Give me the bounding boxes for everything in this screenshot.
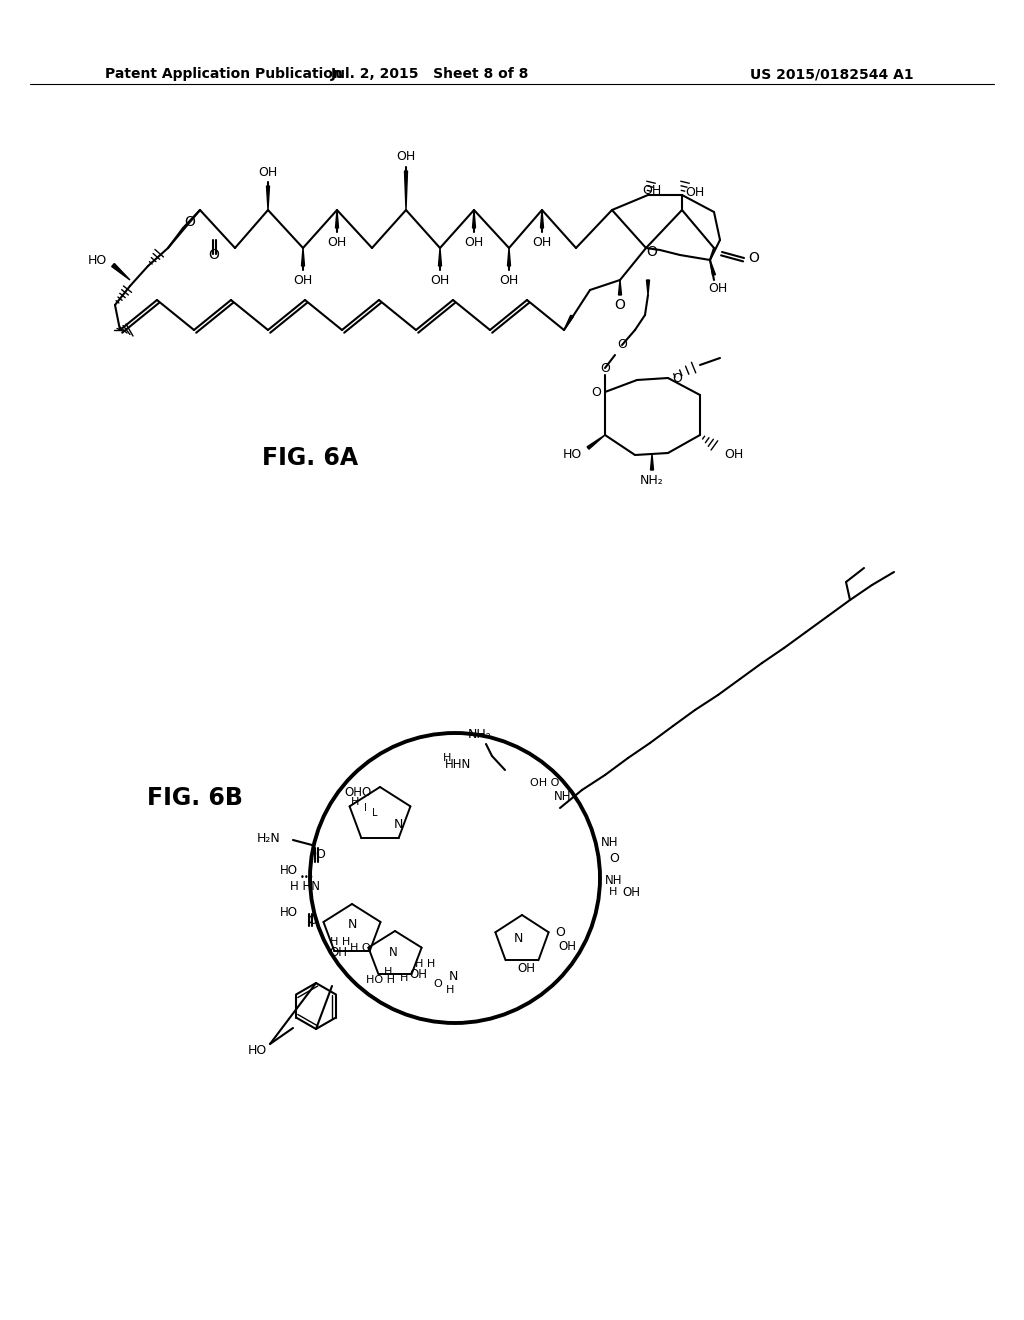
Text: H H: H H	[415, 960, 435, 969]
Text: O: O	[307, 913, 317, 927]
Text: H: H	[351, 797, 359, 807]
Text: US 2015/0182544 A1: US 2015/0182544 A1	[750, 67, 913, 81]
Text: OH: OH	[329, 945, 347, 958]
Text: O: O	[184, 215, 196, 228]
Text: H: H	[399, 973, 409, 983]
Text: •••: •••	[300, 873, 314, 882]
Text: OH: OH	[500, 273, 518, 286]
Text: O: O	[614, 298, 626, 312]
Polygon shape	[438, 248, 441, 267]
Text: HO: HO	[280, 863, 298, 876]
Text: HO: HO	[563, 449, 582, 462]
Text: H: H	[609, 887, 617, 898]
Text: OH: OH	[258, 165, 278, 178]
Text: OH: OH	[293, 273, 312, 286]
Text: HO: HO	[88, 253, 106, 267]
Polygon shape	[404, 172, 408, 210]
Text: N: N	[347, 919, 356, 932]
Polygon shape	[618, 280, 622, 294]
Text: FIG. 6A: FIG. 6A	[262, 446, 358, 470]
Text: H: H	[384, 968, 392, 977]
Text: OH: OH	[642, 183, 662, 197]
Text: O: O	[209, 248, 219, 261]
Text: O: O	[609, 851, 618, 865]
Polygon shape	[508, 248, 511, 267]
Text: O: O	[748, 251, 759, 265]
Text: O: O	[672, 371, 682, 384]
Text: N: N	[393, 818, 402, 832]
Text: OH: OH	[517, 961, 535, 974]
Text: H: H	[442, 752, 452, 763]
Text: N: N	[513, 932, 522, 945]
Text: O: O	[591, 385, 601, 399]
Polygon shape	[336, 210, 339, 228]
Text: OH: OH	[622, 886, 640, 899]
Text: OH: OH	[724, 449, 743, 462]
Text: OH: OH	[464, 235, 483, 248]
Text: O: O	[555, 925, 565, 939]
Polygon shape	[301, 248, 304, 267]
Text: OH: OH	[532, 235, 552, 248]
Text: HO: HO	[248, 1044, 267, 1056]
Text: O: O	[433, 979, 442, 989]
Polygon shape	[112, 264, 130, 280]
Polygon shape	[564, 315, 573, 330]
Text: H: H	[445, 985, 455, 995]
Text: NH: NH	[601, 836, 618, 849]
Text: OH: OH	[409, 969, 427, 982]
Polygon shape	[710, 260, 716, 276]
Polygon shape	[266, 186, 269, 210]
Text: OH: OH	[685, 186, 705, 199]
Text: H₂N: H₂N	[256, 832, 280, 845]
Text: NH: NH	[605, 874, 623, 887]
Text: HO H: HO H	[366, 975, 394, 985]
Text: NH: NH	[554, 791, 571, 804]
Text: OH: OH	[396, 150, 416, 164]
Text: L: L	[373, 808, 378, 818]
Polygon shape	[587, 436, 605, 449]
Text: OH: OH	[328, 235, 347, 248]
Text: NH₂: NH₂	[468, 727, 492, 741]
Text: HO: HO	[280, 906, 298, 919]
Text: OH: OH	[558, 940, 575, 953]
Text: O: O	[646, 246, 657, 259]
Text: Jul. 2, 2015   Sheet 8 of 8: Jul. 2, 2015 Sheet 8 of 8	[331, 67, 529, 81]
Text: OH: OH	[430, 273, 450, 286]
Polygon shape	[541, 210, 544, 228]
Polygon shape	[646, 280, 649, 294]
Text: H H: H H	[330, 937, 350, 946]
Text: HHN: HHN	[444, 759, 471, 771]
Text: O: O	[600, 362, 610, 375]
Text: OH: OH	[709, 281, 728, 294]
Text: O: O	[315, 849, 325, 862]
Text: OHO: OHO	[344, 787, 372, 800]
Text: N: N	[389, 945, 397, 958]
Text: N: N	[449, 969, 458, 982]
Text: O: O	[617, 338, 627, 351]
Text: I: I	[364, 803, 367, 813]
Polygon shape	[472, 210, 475, 228]
Text: Patent Application Publication: Patent Application Publication	[105, 67, 343, 81]
Text: OH O: OH O	[530, 777, 560, 788]
Text: FIG. 6B: FIG. 6B	[147, 785, 243, 810]
Text: H O: H O	[349, 942, 371, 953]
Polygon shape	[650, 454, 653, 470]
Text: NH₂: NH₂	[640, 474, 664, 487]
Text: H HN: H HN	[290, 880, 319, 894]
